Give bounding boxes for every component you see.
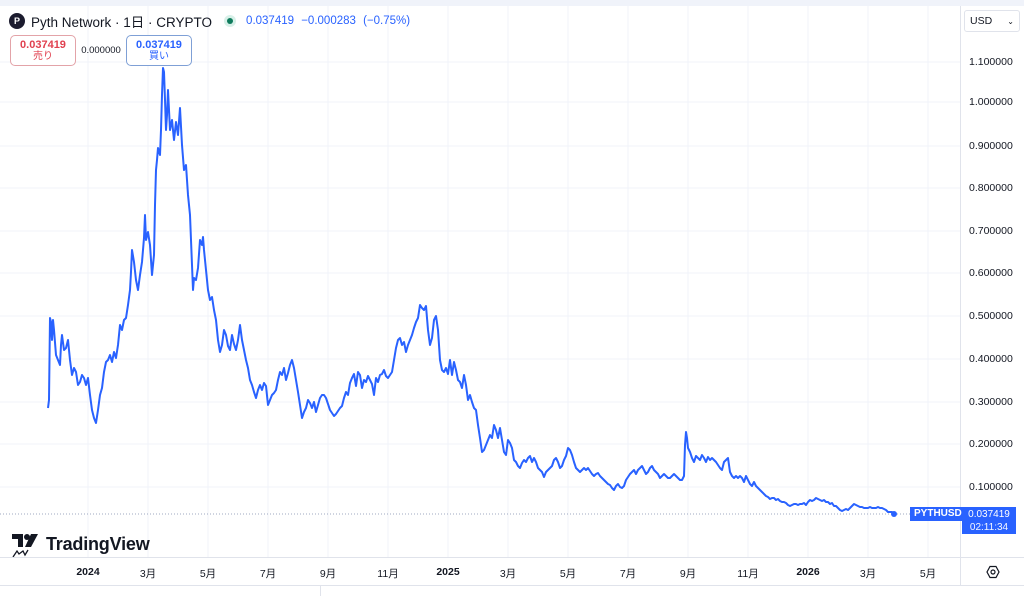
tradingview-logo-icon xyxy=(12,534,38,558)
last-price-tag-value: 0.037419 xyxy=(968,509,1010,520)
gear-icon xyxy=(985,565,1000,578)
time-label: 2026 xyxy=(796,566,820,578)
last-price-tag: 0.037419 02:11:34 xyxy=(962,507,1016,534)
price-label: 0.500000 xyxy=(969,310,1013,322)
sell-label: 売り xyxy=(33,50,53,62)
time-label: 5月 xyxy=(919,568,937,580)
time-label: 3月 xyxy=(859,568,877,580)
market-open-status-icon xyxy=(224,15,237,27)
tradingview-wordmark: TradingView xyxy=(46,533,150,554)
price-label: 0.300000 xyxy=(969,396,1013,408)
tradingview-logo[interactable]: TradingView xyxy=(10,530,150,558)
time-label: 9月 xyxy=(319,568,337,580)
sell-button[interactable]: 0.037419 売り xyxy=(10,35,76,66)
symbol-tag: PYTHUSD xyxy=(910,507,966,521)
price-label: 0.400000 xyxy=(969,353,1013,365)
time-axis[interactable] xyxy=(0,557,960,585)
time-label: 9月 xyxy=(679,568,697,580)
price-label: 0.700000 xyxy=(969,225,1013,237)
symbol-legend: P Pyth Network · 1日 · CRYPTO 0.037419 −0… xyxy=(9,11,414,31)
bottom-toolbar xyxy=(0,585,1024,596)
top-strip xyxy=(0,0,1024,6)
price-label: 0.100000 xyxy=(969,481,1013,493)
grid-lines xyxy=(0,6,960,557)
time-label: 2025 xyxy=(436,566,460,578)
legend-values: 0.037419 −0.000283 (−0.75%) xyxy=(246,15,414,27)
chart-pane[interactable] xyxy=(0,6,960,557)
time-label: 5月 xyxy=(199,568,217,580)
price-label: 0.900000 xyxy=(969,140,1013,152)
price-line xyxy=(47,67,895,515)
chart-settings-button[interactable] xyxy=(960,557,1024,585)
trade-buttons: 0.037419 売り 0.000000 0.037419 買い xyxy=(10,35,192,66)
buy-price: 0.037419 xyxy=(136,38,182,51)
price-label: 0.200000 xyxy=(969,438,1013,450)
price-label: 1.000000 xyxy=(969,96,1013,108)
buy-button[interactable]: 0.037419 買い xyxy=(126,35,192,66)
time-label: 2024 xyxy=(76,566,100,578)
last-price-dot xyxy=(891,511,897,517)
bar-countdown: 02:11:34 xyxy=(969,522,1009,533)
currency-select[interactable]: USD ⌄ xyxy=(964,10,1020,32)
time-label: 5月 xyxy=(559,568,577,580)
time-label: 7月 xyxy=(619,568,637,580)
buy-label: 買い xyxy=(149,50,169,62)
change-value: −0.000283 xyxy=(301,15,356,27)
chevron-down-icon: ⌄ xyxy=(1007,16,1014,26)
price-label: 1.100000 xyxy=(969,56,1013,68)
time-label: 11月 xyxy=(737,568,759,580)
price-axis[interactable] xyxy=(960,6,1024,557)
time-label: 3月 xyxy=(499,568,517,580)
price-label: 0.800000 xyxy=(969,182,1013,194)
price-chart-svg xyxy=(0,6,960,557)
symbol-title[interactable]: Pyth Network · 1日 · CRYPTO xyxy=(31,15,213,30)
time-label: 3月 xyxy=(139,568,157,580)
change-percent-value: (−0.75%) xyxy=(363,15,411,27)
sell-price: 0.037419 xyxy=(20,38,66,51)
currency-value: USD xyxy=(970,15,993,27)
last-price-value: 0.037419 xyxy=(246,15,295,27)
pyth-logo-icon: P xyxy=(9,13,25,29)
toolbar-divider xyxy=(320,586,321,596)
time-label: 7月 xyxy=(259,568,277,580)
price-label: 0.600000 xyxy=(969,267,1013,279)
time-label: 11月 xyxy=(377,568,399,580)
spread-value: 0.000000 xyxy=(81,45,121,56)
